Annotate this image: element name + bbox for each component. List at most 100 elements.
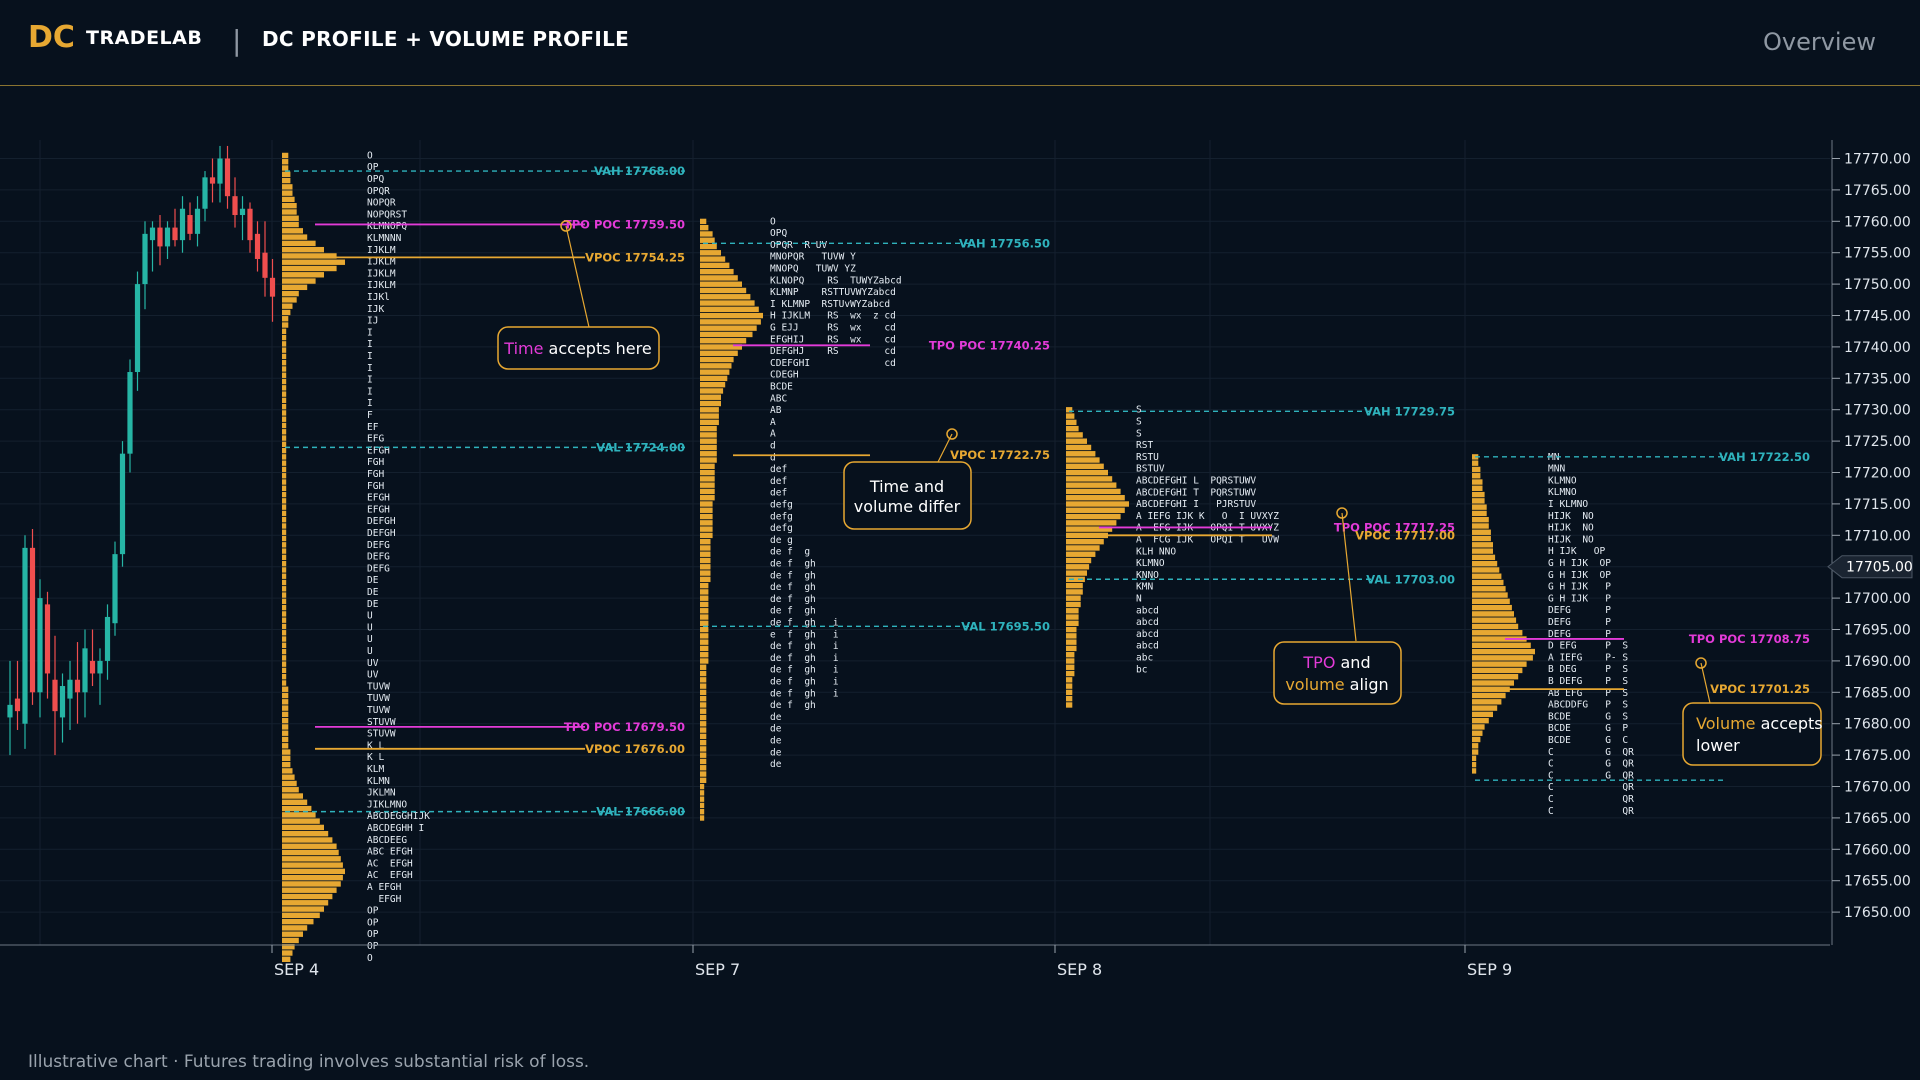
volume-bar: [282, 906, 324, 912]
volume-bar: [1066, 488, 1121, 495]
tpo-row: d: [770, 441, 776, 452]
volume-bar: [282, 623, 287, 630]
tpo-row: KLMNNN: [367, 233, 402, 244]
volume-bar: [282, 843, 337, 849]
volume-bar: [282, 648, 287, 655]
val-low-label: VAL 17666.00: [596, 805, 685, 819]
tpo-row: CDEFGHI cd: [770, 358, 896, 369]
volume-bar: [1472, 692, 1506, 699]
volume-bar: [700, 363, 732, 369]
volume-bar: [1472, 630, 1523, 636]
tpo-row: U: [367, 646, 373, 657]
tpo-row: C G QR: [1548, 759, 1634, 770]
vah-label: VAH 17768.00: [594, 164, 685, 178]
header-divider: |: [232, 24, 242, 57]
volume-bar: [282, 184, 293, 190]
volume-bar: [1066, 463, 1104, 470]
volume-bar: [282, 485, 287, 491]
candle-body: [59, 686, 66, 718]
tpo-row: U: [367, 622, 373, 633]
volume-bar: [1066, 526, 1113, 532]
volume-bar: [282, 617, 287, 623]
tpo-row: UV: [367, 658, 379, 669]
volume-bar: [700, 482, 715, 488]
volume-bar: [282, 403, 287, 410]
annotation-align-l2: volume align: [1285, 675, 1388, 694]
tpo-row: D EFG P S: [1548, 641, 1628, 652]
volume-bar: [282, 422, 287, 429]
tpo-poc-label: TPO POC 17740.25: [929, 338, 1050, 352]
vpoc-poc-label: VPOC 17722.75: [950, 448, 1050, 462]
tpo-row: EFGH: [367, 493, 390, 504]
tpo-row: RST: [1136, 440, 1153, 451]
volume-bar: [700, 520, 713, 526]
volume-bar: [282, 391, 287, 397]
volume-bar: [1066, 501, 1129, 507]
tpo-row: G H IJK OP: [1548, 570, 1611, 581]
tpo-row: IJKLM: [367, 280, 396, 291]
volume-bar: [1066, 545, 1100, 551]
volume-bar: [1066, 576, 1085, 583]
tpo-row: KLMNO: [1548, 475, 1577, 486]
volume-bar: [282, 360, 287, 366]
y-tick-label: 17765.00: [1844, 183, 1911, 199]
volume-bar: [700, 237, 715, 243]
tpo-row: EFGHIJ RS wx cd: [770, 334, 896, 345]
candle-body: [127, 372, 133, 454]
volume-bar: [282, 793, 303, 799]
candle-body: [142, 233, 148, 285]
volume-bar: [282, 881, 341, 887]
volume-bar: [700, 758, 707, 765]
volume-bar: [282, 774, 295, 780]
tpo-row: MN: [1548, 452, 1560, 463]
tpo-row: DEFG: [367, 563, 390, 574]
tpo-row: def: [770, 464, 787, 475]
volume-bar: [700, 582, 709, 589]
volume-bar: [282, 510, 287, 517]
volume-bar: [1472, 743, 1479, 749]
tpo-row: DE: [367, 599, 379, 610]
volume-bar: [700, 639, 709, 645]
volume-bar: [700, 739, 707, 746]
val-label: VAL 17724.00: [596, 440, 685, 454]
tpo-row: BCDE G P: [1548, 723, 1628, 734]
candle-body: [149, 227, 156, 241]
tpo-row: de f gh i: [770, 665, 839, 676]
volume-bar: [1472, 736, 1481, 743]
tpo-row: EFGH: [367, 894, 402, 905]
candle-body: [67, 679, 73, 699]
volume-bar: [282, 950, 293, 956]
candle-body: [157, 227, 163, 247]
y-axis: 17770.00 17765.00 17760.00 17755.00 17750.00…: [1827, 140, 1913, 945]
volume-bar: [1472, 680, 1514, 686]
candle-body: [179, 208, 186, 241]
tpo-row: TUVW: [367, 693, 390, 704]
tpo-row: de: [770, 736, 782, 747]
volume-bar: [700, 526, 713, 532]
overview-link[interactable]: Overview: [1763, 28, 1876, 56]
volume-bar: [700, 727, 707, 733]
tpo-row: OPQ: [367, 174, 384, 185]
tpo-row: C G QR: [1548, 747, 1634, 758]
candle-body: [82, 648, 88, 693]
tpo-row: EFGH: [367, 504, 390, 515]
tpo-row: A FCG IJK OPQI T UVW: [1136, 535, 1279, 546]
tpo-row: de: [770, 712, 782, 723]
volume-bar: [700, 312, 763, 319]
tpo-row: de f gh i: [770, 653, 839, 664]
tpo-row: IJKl: [367, 292, 390, 303]
tpo-row: e f gh i: [770, 629, 839, 640]
volume-bar: [1066, 614, 1079, 620]
volume-bar: [1472, 655, 1533, 661]
volume-bar: [282, 504, 287, 510]
tpo-row: de: [770, 747, 782, 758]
tpo-row: abcd: [1136, 605, 1159, 616]
tpo-row: S: [1136, 417, 1142, 428]
volume-bar: [700, 501, 713, 507]
volume-bar: [282, 190, 293, 196]
tpo-row: G H IJK OP: [1548, 558, 1611, 569]
volume-bar: [700, 796, 705, 802]
volume-bar: [282, 674, 287, 680]
x-tick-label: SEP 9: [1467, 960, 1512, 979]
